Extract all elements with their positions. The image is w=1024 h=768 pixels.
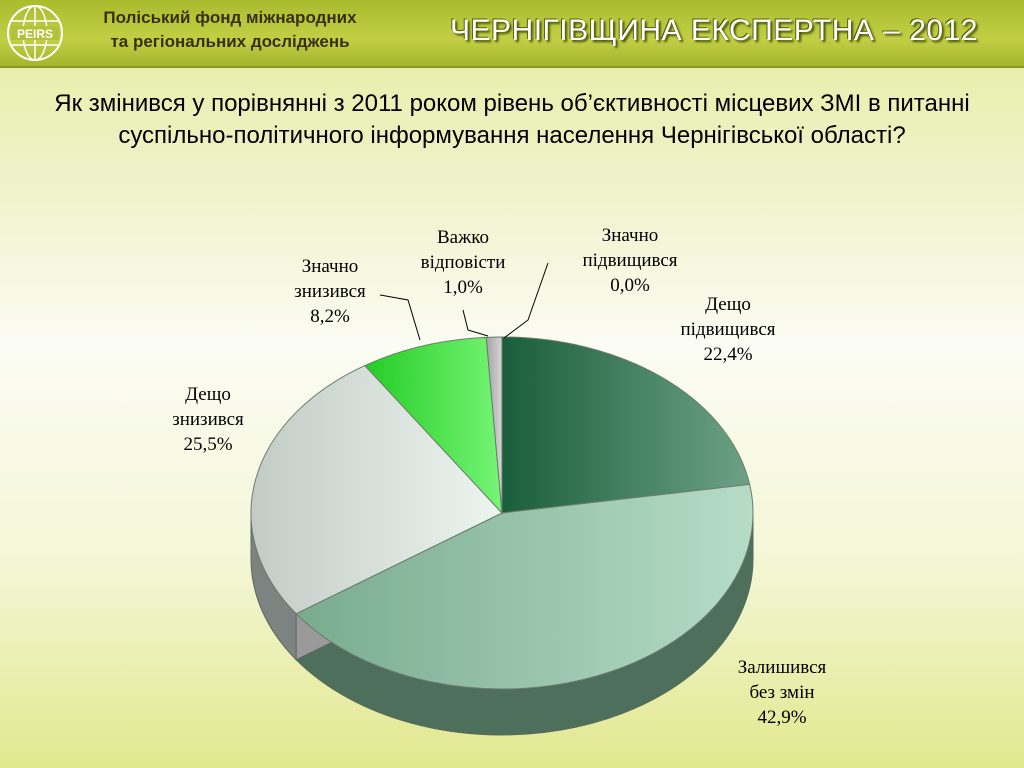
pie-slice-2 [295, 483, 754, 690]
slice-label-2: Залишився без змін 42,9% [738, 657, 827, 728]
slice-name-line: Залишився [738, 657, 827, 678]
pie-slice-1 [501, 336, 751, 514]
org-name-line-2: та регіональних досліджень [110, 32, 350, 51]
leader-line-5 [462, 309, 489, 337]
slice-label-3: Дещо знизився 25,5% [172, 384, 244, 455]
slice-label-5: Важко відповісти 1,0% [421, 227, 506, 298]
slide-question-title: Як змінився у порівнянні з 2011 роком рі… [54, 90, 970, 149]
slice-value: 1,0% [443, 277, 483, 298]
leader-line-0 [503, 262, 549, 339]
slice-label-4: Значно знизився 8,2% [294, 256, 366, 327]
slice-name-line: Значно [302, 256, 359, 277]
pie-slice-5 [485, 336, 503, 514]
slice-name-line: Значно [602, 225, 659, 246]
slice-name-line: знизився [294, 281, 366, 302]
slice-name-line: Дещо [185, 384, 231, 405]
logo-text: PEIRS [17, 27, 53, 41]
header-bar: PEIRS Поліський фонд міжнародних та регі… [0, 0, 1024, 68]
org-name-line-1: Поліський фонд міжнародних [103, 8, 357, 27]
slice-value: 25,5% [183, 434, 232, 455]
leader-line-4 [379, 294, 421, 341]
slice-name-line: підвищився [680, 319, 775, 340]
slice-label-0: Значно підвищився 0,0% [582, 225, 677, 296]
organization-name: Поліський фонд міжнародних та регіональн… [70, 6, 390, 54]
slice-name-line: підвищився [582, 250, 677, 271]
slice-value: 8,2% [310, 306, 350, 327]
pie-slice-3 [250, 364, 503, 615]
slice-label-1: Дещо підвищився 22,4% [680, 294, 775, 365]
pie-slice-4 [364, 336, 503, 515]
peirs-globe-logo-icon: PEIRS [7, 5, 63, 61]
slice-name-line: без змін [749, 682, 814, 703]
slice-name-line: Дещо [705, 294, 751, 315]
slice-name-line: знизився [172, 409, 244, 430]
brand-title: ЧЕРНІГІВЩИНА ЕКСПЕРТНА – 2012 [450, 14, 978, 47]
slice-value: 22,4% [703, 344, 752, 365]
slice-name-line: відповісти [421, 252, 506, 273]
slice-value: 42,9% [757, 707, 806, 728]
slice-value: 0,0% [610, 275, 650, 296]
slice-name-line: Важко [437, 227, 489, 248]
